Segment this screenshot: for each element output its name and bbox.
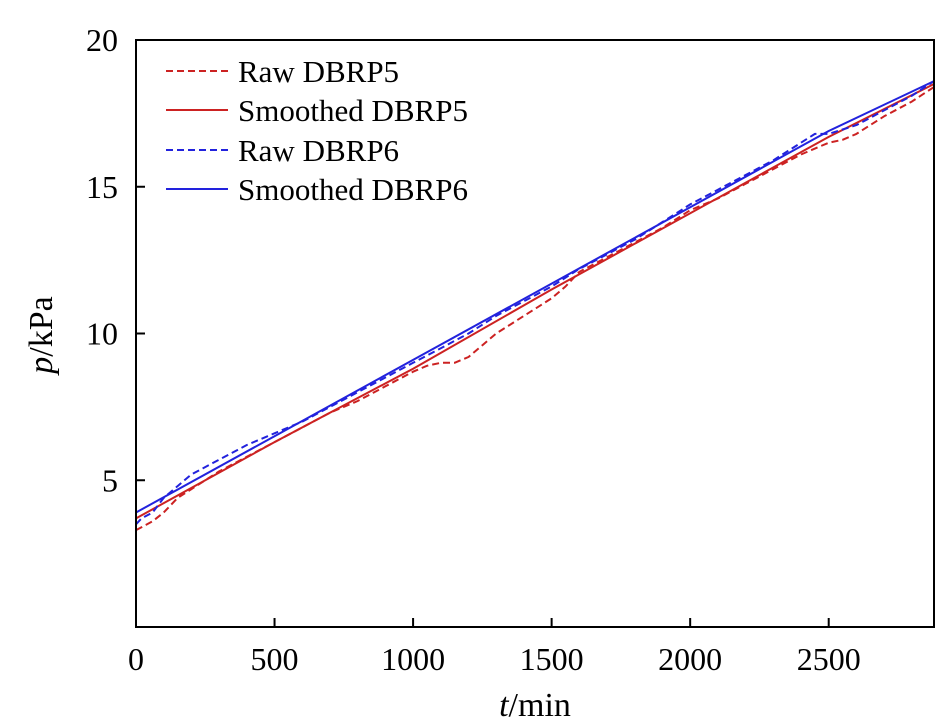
legend: Raw DBRP5 Smoothed DBRP5 Raw DBRP6 Smoot… bbox=[150, 48, 550, 233]
series-line-raw-dbrp5 bbox=[135, 86, 935, 531]
x-axis-unit: /min bbox=[509, 687, 571, 724]
y-tick-label: 10 bbox=[86, 316, 118, 352]
series-line-raw-dbrp6 bbox=[135, 80, 935, 525]
x-tick-label: 500 bbox=[251, 641, 299, 677]
y-tick-label: 5 bbox=[102, 462, 118, 498]
y-axis-var: p bbox=[23, 357, 60, 376]
x-tick-label: 1500 bbox=[520, 641, 584, 677]
legend-label-smoothed-dbrp6: Smoothed DBRP6 bbox=[238, 172, 468, 207]
y-axis-label: p/kPa bbox=[23, 296, 60, 375]
series-line-smoothed-dbrp5 bbox=[135, 83, 935, 520]
ticks-layer: 0 500 1000 1500 2000 2500 5 10 15 20 bbox=[86, 22, 861, 677]
series-layer bbox=[135, 80, 935, 531]
x-axis-var: t bbox=[499, 687, 510, 724]
x-tick-label: 2000 bbox=[658, 641, 722, 677]
legend-label-smoothed-dbrp5: Smoothed DBRP5 bbox=[238, 93, 468, 128]
y-tick-label: 15 bbox=[86, 169, 118, 205]
series-line-smoothed-dbrp6 bbox=[135, 80, 935, 514]
y-axis-unit: /kPa bbox=[23, 296, 60, 356]
x-tick-label: 2500 bbox=[797, 641, 861, 677]
x-axis-label: t/min bbox=[499, 687, 571, 724]
legend-background bbox=[150, 48, 550, 233]
x-tick-label: 1000 bbox=[381, 641, 445, 677]
legend-label-raw-dbrp5: Raw DBRP5 bbox=[238, 54, 399, 89]
x-tick-label: 0 bbox=[128, 641, 144, 677]
y-tick-label: 20 bbox=[86, 22, 118, 58]
legend-label-raw-dbrp6: Raw DBRP6 bbox=[238, 133, 399, 168]
